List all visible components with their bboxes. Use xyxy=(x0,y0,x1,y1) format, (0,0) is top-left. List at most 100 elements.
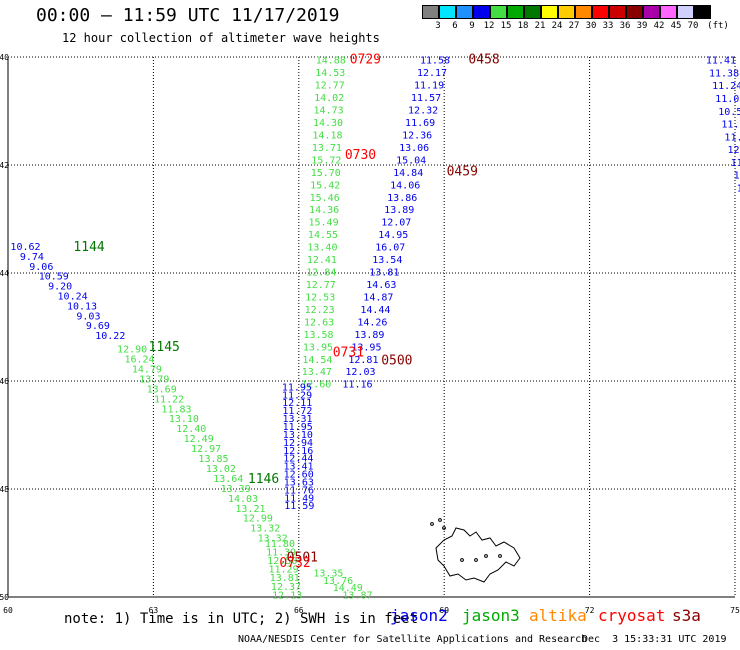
swh-value-label: 13.87 xyxy=(342,590,372,601)
swh-value-label: 12.3 xyxy=(728,145,740,156)
legend-jason2: jason2 xyxy=(390,606,448,625)
swh-value-label: 10.53 xyxy=(718,107,740,118)
footer-timestamp: Dec 3 15:33:31 UTC 2019 xyxy=(582,634,727,645)
swh-value-label: 12 xyxy=(734,171,740,182)
swh-value-label: 10.24 xyxy=(58,292,88,303)
swh-value-label: 13.81 xyxy=(270,573,300,584)
pass-time-label: 0500 xyxy=(381,353,412,368)
swh-value-label: 12.50 xyxy=(267,556,297,567)
swh-value-label: 13.76 xyxy=(323,576,353,587)
swh-value-label: 14.88 xyxy=(316,56,346,67)
swh-value-label: 11.16 xyxy=(342,380,372,391)
swh-value-label: 13.35 xyxy=(313,569,343,580)
colorbar-label: 24 xyxy=(551,21,563,31)
swh-value-label: 11.83 xyxy=(161,404,191,415)
swh-value-label: 14.36 xyxy=(309,205,339,216)
swh-value-label: 11.49 xyxy=(284,493,314,504)
colorbar-label: 33 xyxy=(602,21,614,31)
swh-value-label: 13.54 xyxy=(372,255,402,266)
swh-value-label: 11.16 xyxy=(721,120,740,131)
swh-value-label: 9.69 xyxy=(86,321,110,332)
swh-value-label: 9.06 xyxy=(29,262,53,273)
swh-value-label: 13.41 xyxy=(283,462,313,473)
pass-time-label: 0729 xyxy=(350,53,381,68)
footer-credit: NOAA/NESDIS Center for Satellite Applica… xyxy=(238,634,588,645)
swh-value-label: 12.41 xyxy=(307,255,337,266)
colorbar-swatch xyxy=(439,5,456,19)
legend-jason3: jason3 xyxy=(462,606,520,625)
swh-value-label: 13.64 xyxy=(213,474,243,485)
swh-value-label: 12.44 xyxy=(283,454,313,465)
colorbar-label: 21 xyxy=(534,21,546,31)
legend-altika: altika xyxy=(529,606,587,625)
islet xyxy=(438,518,442,522)
colorbar-swatch xyxy=(422,5,439,19)
swh-value-label: 15.70 xyxy=(311,168,341,179)
swh-value-label: 13.32 xyxy=(250,524,280,535)
colorbar-swatch xyxy=(609,5,626,19)
swh-value-label: 10.62 xyxy=(10,242,40,253)
swh-value-label: 13.02 xyxy=(206,464,236,475)
pass-time-label: 1146 xyxy=(248,472,279,487)
colorbar-swatch xyxy=(456,5,473,19)
lon-tick-label: 60 xyxy=(3,606,13,615)
swh-value-label: 12.49 xyxy=(184,434,214,445)
swh-value-label: 10.13 xyxy=(67,301,97,312)
swh-value-label: 12.23 xyxy=(305,305,335,316)
colorbar-swatch xyxy=(694,5,711,19)
axis-tick-labels: 40 42 44 46 48 50 60 63 66 69 72 75 xyxy=(0,53,740,615)
colorbar-swatch xyxy=(575,5,592,19)
lat-tick-label: 40 xyxy=(0,53,9,62)
pass-time-labels: 0729 0458 0730 0459 1144 1145 0731 0500 1146 0501… xyxy=(73,53,499,571)
islet xyxy=(484,554,488,558)
swh-value-label: 14.06 xyxy=(390,180,420,191)
swh-value-label: 13.21 xyxy=(235,504,265,515)
lat-lon-grid xyxy=(7,56,736,598)
swh-value-label: 14.54 xyxy=(302,355,332,366)
colorbar-swatch xyxy=(677,5,694,19)
swh-value-label: 11.38 xyxy=(709,68,739,79)
swh-value-label: 13.47 xyxy=(302,367,332,378)
swh-value-label: 11.69 xyxy=(405,118,435,129)
swh-value-label: 11.57 xyxy=(411,93,441,104)
swh-value-label: 14.55 xyxy=(308,230,338,241)
swh-value-label: 14.18 xyxy=(312,130,342,141)
colorbar-label: 12 xyxy=(483,21,495,31)
islet xyxy=(430,522,434,526)
swh-value-label: 10.22 xyxy=(95,331,125,342)
swh-value-label: 11.2 xyxy=(731,158,740,169)
swh-value-label: 12.97 xyxy=(191,444,221,455)
swh-value-label: 13.58 xyxy=(303,330,333,341)
swh-value-label: 12.60 xyxy=(284,470,314,481)
swh-value-label: 12.11 xyxy=(282,398,312,409)
islet xyxy=(460,558,464,562)
pass-time-label: 0459 xyxy=(447,164,478,179)
figure-title: 00:00 – 11:59 UTC 11/17/2019 xyxy=(36,5,340,26)
swh-value-label: 14.95 xyxy=(378,230,408,241)
colorbar-swatch xyxy=(660,5,677,19)
swh-value-label: 15.49 xyxy=(308,218,338,229)
swh-value-label: 14.02 xyxy=(314,93,344,104)
swh-value-label: 13.40 xyxy=(307,243,337,254)
swh-value-label: 13.10 xyxy=(169,414,199,425)
pass-time-label: 1145 xyxy=(149,340,180,355)
legend-s3a: s3a xyxy=(672,606,701,625)
lat-tick-label: 48 xyxy=(0,485,9,494)
swh-value-label: 12.90 xyxy=(117,345,147,356)
swh-value-label: 14.44 xyxy=(360,305,390,316)
swh-value-label: 13.89 xyxy=(384,205,414,216)
swh-value-label: 14.63 xyxy=(366,280,396,291)
colorbar-label: 18 xyxy=(517,21,529,31)
swh-value-label: 9.74 xyxy=(20,252,44,263)
swh-value-label: 14.73 xyxy=(314,106,344,117)
swh-value-label: 12.37 xyxy=(271,582,301,593)
lat-tick-label: 44 xyxy=(0,269,9,278)
colorbar-label: 30 xyxy=(585,21,597,31)
lon-tick-label: 72 xyxy=(585,606,595,615)
swh-value-label: 12.63 xyxy=(304,317,334,328)
swh-value-label: 12.32 xyxy=(408,106,438,117)
swh-value-label: 16.07 xyxy=(375,243,405,254)
colorbar-label: 3 xyxy=(435,21,441,31)
swh-value-label: 12.53 xyxy=(305,292,335,303)
